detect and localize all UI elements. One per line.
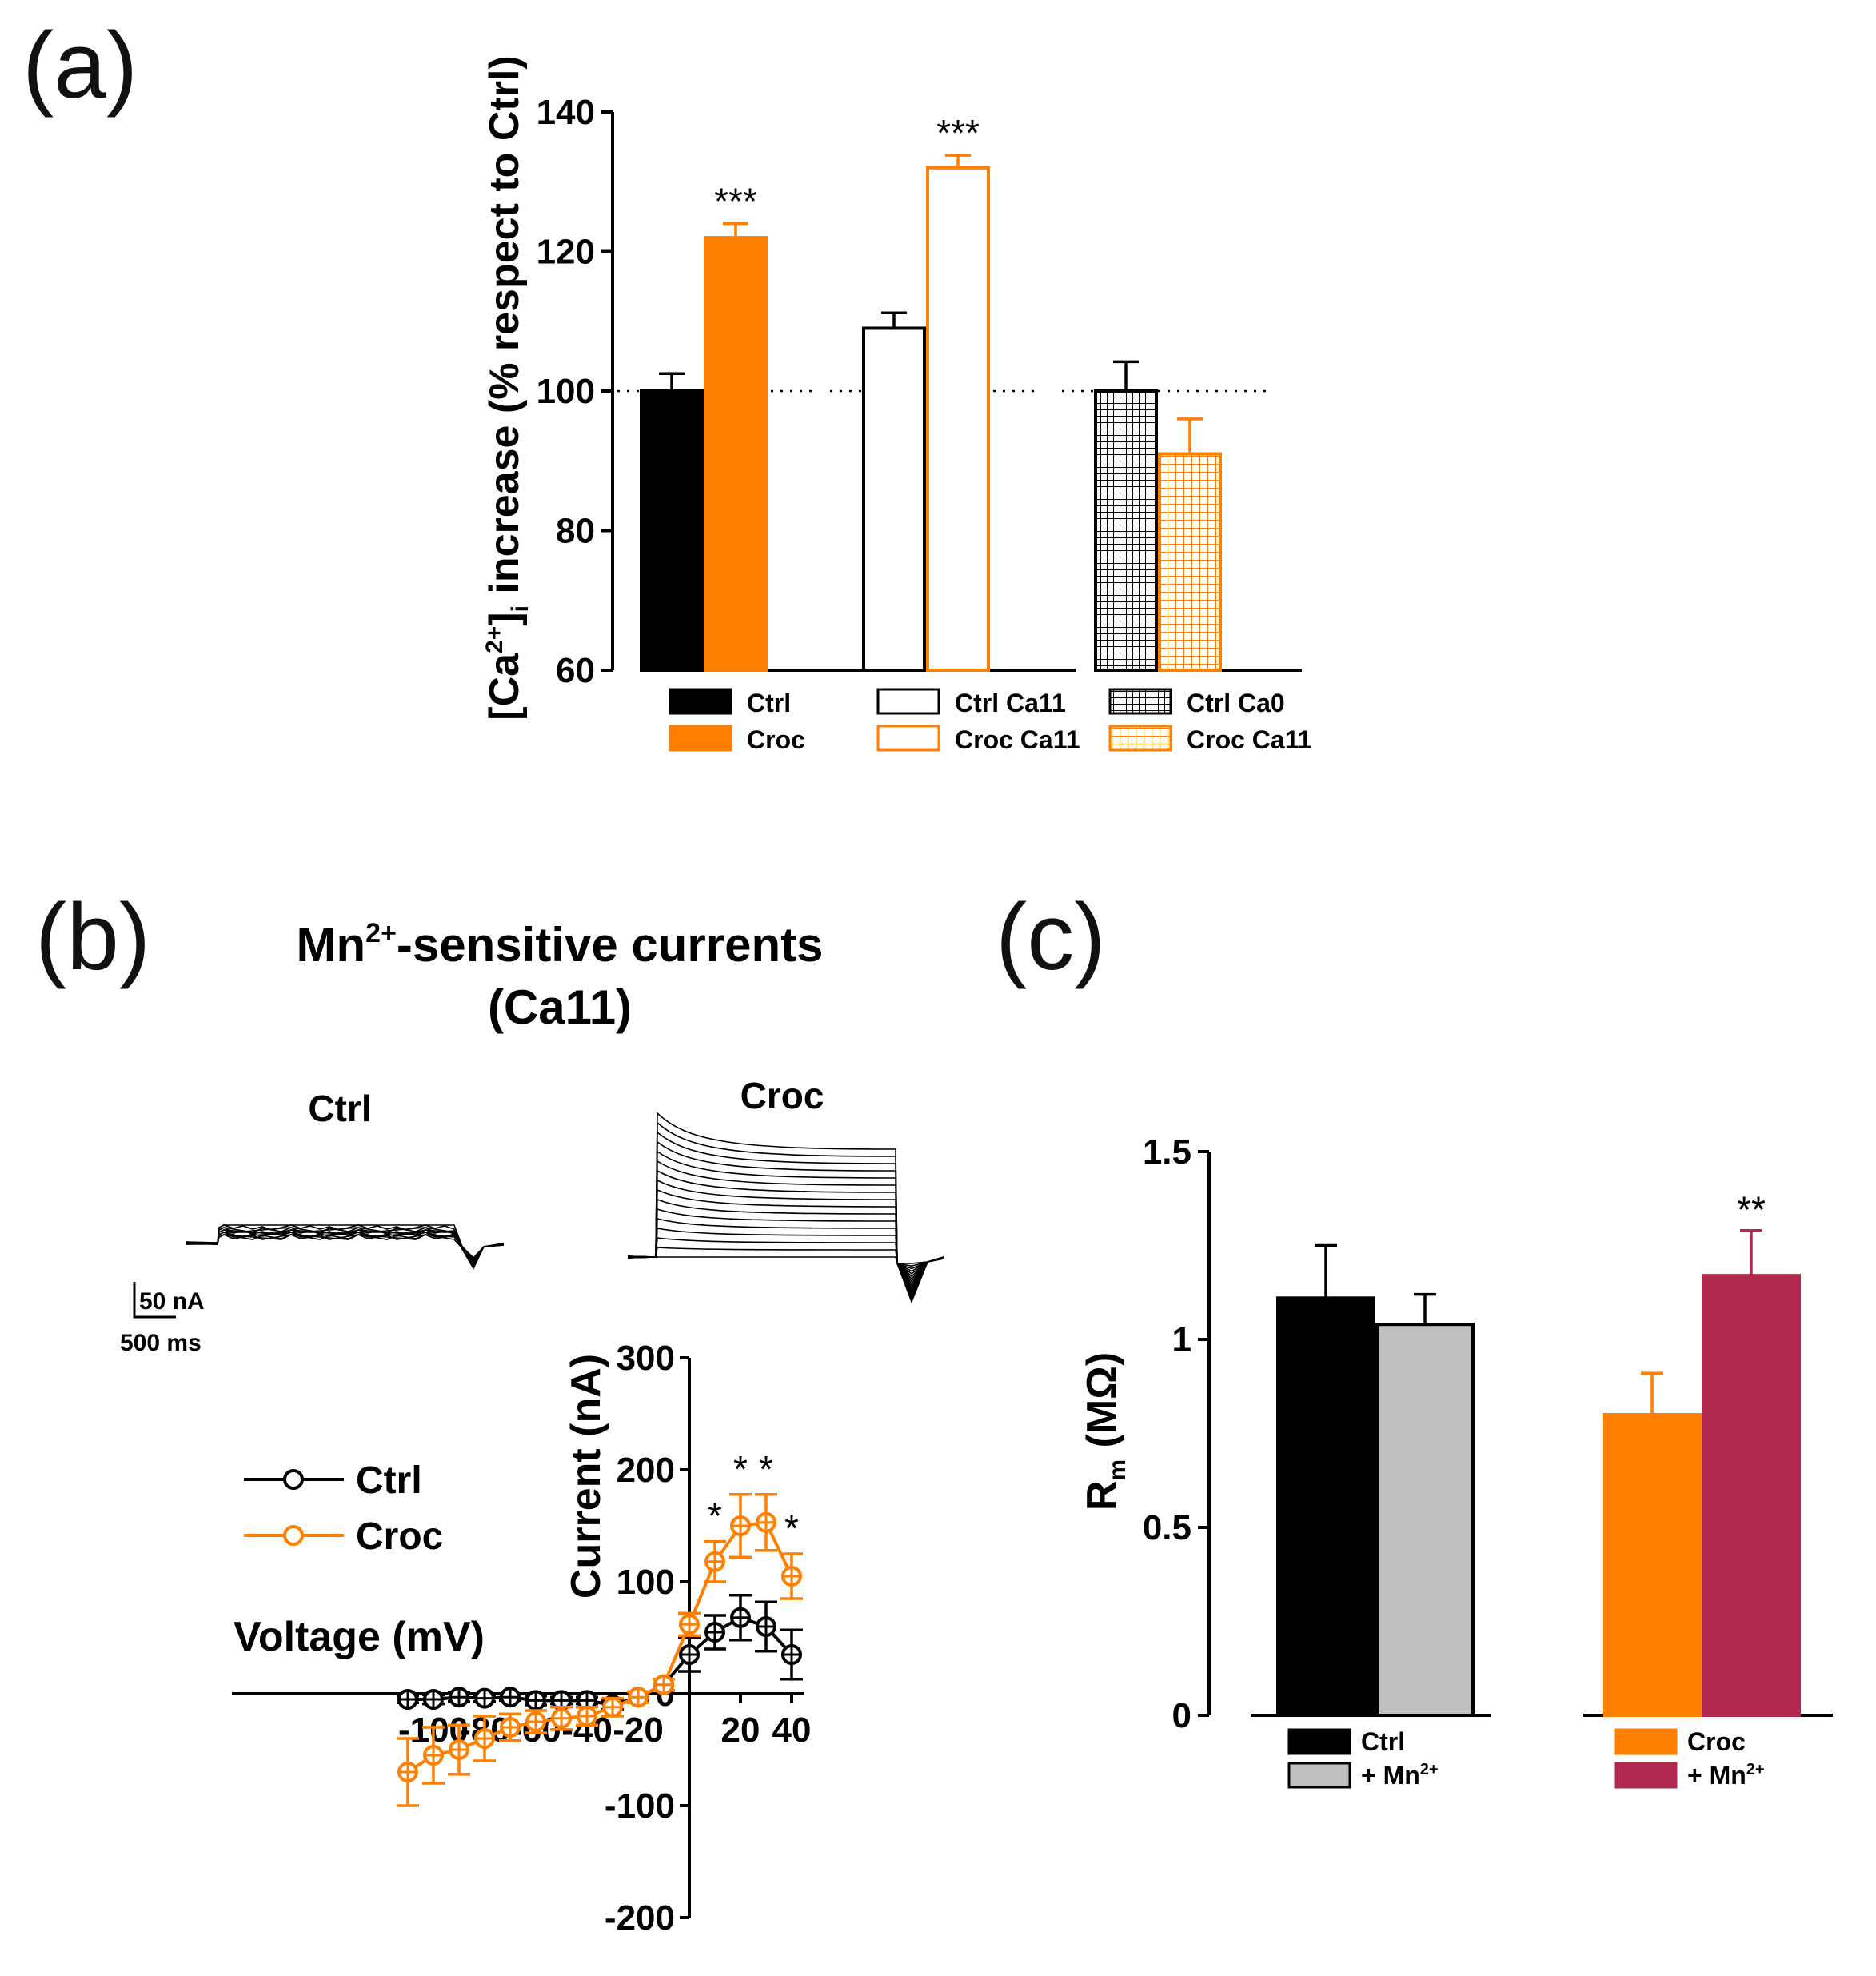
c-legend-label: Ctrl <box>1361 1727 1405 1756</box>
a-y-tick-label: 60 <box>556 651 595 690</box>
c-bar <box>1702 1274 1801 1717</box>
panel-b-iv-plot: -200-1001002003000-100-80-60-40-202040Vo… <box>232 1339 811 1938</box>
croc-current-traces <box>627 1112 944 1304</box>
a-bar <box>926 166 990 673</box>
panel-b-title-line1: Mn2+-sensitive currents <box>297 918 824 972</box>
c-legend-swatch <box>1287 1762 1351 1789</box>
c-y-tick-label: 1.5 <box>1143 1132 1191 1172</box>
a-legend-swatch <box>669 725 732 752</box>
a-significance: *** <box>714 181 757 222</box>
scale-bar-current: 50 nA <box>139 1288 205 1315</box>
b-x-tick-label: 20 <box>721 1711 760 1750</box>
trace-label-croc: Croc <box>740 1075 824 1116</box>
c-legend-label: + Mn2+ <box>1687 1761 1765 1790</box>
b-series-line <box>406 1520 793 1774</box>
b-significance: * <box>784 1507 799 1549</box>
ctrl-trace <box>186 1224 505 1268</box>
b-y-axis-title: Current (nA) <box>563 1354 609 1599</box>
b-x-tick-label: 40 <box>772 1711 812 1750</box>
scale-bar: 50 nA 500 ms <box>120 1282 205 1356</box>
current-traces: Ctrl Croc 50 nA 500 ms <box>120 1075 944 1356</box>
b-legend-label: Croc <box>356 1515 443 1558</box>
a-legend-swatch <box>1108 688 1172 715</box>
a-bar <box>1158 452 1222 673</box>
a-legend-label: Croc <box>747 725 805 754</box>
a-significance: *** <box>936 112 980 154</box>
b-x-axis-title: Voltage (mV) <box>234 1614 485 1660</box>
c-y-tick-label: 0.5 <box>1143 1508 1191 1547</box>
a-legend-label: Croc Ca11 <box>955 725 1080 754</box>
a-legend-swatch <box>876 725 940 752</box>
a-bar <box>862 326 926 672</box>
c-y-axis-title: Rm (MΩ) <box>1079 1352 1131 1511</box>
c-significance: ** <box>1737 1189 1766 1231</box>
a-legend-label: Ctrl Ca0 <box>1187 689 1285 717</box>
c-bar <box>1375 1323 1475 1717</box>
ctrl-current-traces <box>185 1224 505 1270</box>
b-significance: * <box>759 1448 773 1490</box>
a-legend-label: Ctrl Ca11 <box>955 689 1066 717</box>
croc-trace <box>627 1112 944 1304</box>
scale-bar-time: 500 ms <box>120 1330 202 1356</box>
panel-label-c: (c) <box>996 884 1106 990</box>
a-bar <box>1094 389 1158 672</box>
panel-label-a: (a) <box>22 13 138 118</box>
ctrl-trace <box>186 1232 505 1270</box>
b-y-tick-label: -200 <box>605 1898 675 1938</box>
a-legend-label: Ctrl <box>747 689 791 717</box>
a-y-tick-label: 140 <box>537 93 595 132</box>
a-bar <box>704 236 768 672</box>
b-y-tick-label: 300 <box>617 1339 675 1378</box>
b-y-tick-label: 100 <box>617 1563 675 1602</box>
croc-trace <box>627 1255 944 1264</box>
scale-bar-lines <box>133 1282 176 1319</box>
a-bar <box>640 389 704 672</box>
a-y-tick-label: 100 <box>537 372 595 411</box>
trace-label-ctrl: Ctrl <box>308 1088 371 1129</box>
c-y-tick-label: 1 <box>1172 1320 1191 1359</box>
panel-b-title-line2: (Ca11) <box>488 980 632 1034</box>
a-y-tick-label: 80 <box>556 512 595 551</box>
c-legend-label: Croc <box>1687 1727 1746 1756</box>
b-legend-marker <box>283 1469 304 1490</box>
c-bar <box>1603 1413 1702 1717</box>
a-legend-swatch <box>669 688 732 715</box>
c-legend-swatch <box>1614 1728 1678 1755</box>
panel-a-bar-chart: 60 80 100 120 140[Ca2+]i increase (% respect… <box>481 55 1312 754</box>
c-legend-swatch <box>1287 1728 1351 1755</box>
a-legend-label: Croc Ca11 <box>1187 725 1312 754</box>
b-y-tick-label: 200 <box>617 1451 675 1490</box>
b-y-tick-label: -100 <box>605 1786 675 1826</box>
a-y-axis-title: [Ca2+]i increase (% respect to Ctrl) <box>481 55 533 720</box>
c-bar <box>1276 1296 1375 1718</box>
a-legend-swatch <box>876 688 940 715</box>
c-legend-label: + Mn2+ <box>1361 1761 1439 1790</box>
c-y-tick-label: 0 <box>1172 1696 1191 1735</box>
b-significance: * <box>708 1495 722 1537</box>
a-legend-swatch <box>1108 725 1172 752</box>
b-legend-marker <box>283 1525 304 1546</box>
b-significance: * <box>733 1448 748 1490</box>
panel-c-bar-chart: 0 0.5 1 1.5 Rm (MΩ) Ctrl + Mn2+ ** Croc + Mn2+ <box>1079 1132 1833 1790</box>
c-legend-swatch <box>1614 1762 1678 1789</box>
ctrl-trace <box>186 1234 505 1269</box>
croc-trace <box>628 1247 944 1267</box>
b-series-line <box>408 1615 793 1707</box>
ctrl-trace <box>185 1224 505 1263</box>
a-y-tick-label: 120 <box>537 233 595 272</box>
b-legend-label: Ctrl <box>356 1459 422 1502</box>
panel-label-b: (b) <box>35 884 150 990</box>
